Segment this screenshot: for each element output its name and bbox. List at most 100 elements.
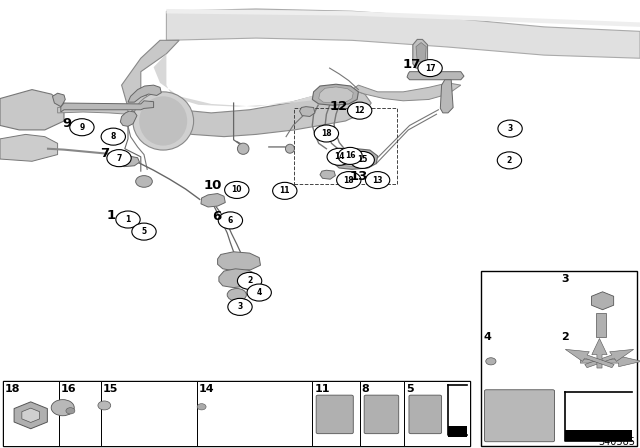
Circle shape <box>116 211 140 228</box>
Circle shape <box>98 401 111 410</box>
Circle shape <box>497 152 522 169</box>
Circle shape <box>327 148 351 165</box>
Text: 11: 11 <box>280 186 290 195</box>
Polygon shape <box>166 9 640 27</box>
Polygon shape <box>319 87 353 103</box>
Text: 4: 4 <box>257 288 262 297</box>
Text: 12: 12 <box>355 106 365 115</box>
Text: 1: 1 <box>125 215 131 224</box>
Polygon shape <box>128 85 161 102</box>
FancyArrow shape <box>592 339 607 368</box>
Text: 14: 14 <box>334 152 344 161</box>
Polygon shape <box>154 54 346 107</box>
Circle shape <box>132 223 156 240</box>
FancyArrow shape <box>565 349 614 368</box>
Circle shape <box>273 182 297 199</box>
Circle shape <box>237 272 262 289</box>
Text: 4: 4 <box>484 332 492 342</box>
Text: 6: 6 <box>212 210 221 223</box>
Circle shape <box>418 60 442 77</box>
Polygon shape <box>320 170 335 179</box>
Circle shape <box>348 102 372 119</box>
FancyBboxPatch shape <box>484 390 555 442</box>
Polygon shape <box>416 43 426 62</box>
Polygon shape <box>352 83 461 101</box>
Polygon shape <box>413 39 428 68</box>
Circle shape <box>197 404 206 410</box>
Ellipse shape <box>227 289 246 301</box>
Ellipse shape <box>285 144 294 153</box>
Text: 9: 9 <box>62 117 71 130</box>
Text: 14: 14 <box>199 384 214 394</box>
Polygon shape <box>122 40 371 137</box>
Text: 340585: 340585 <box>598 437 635 447</box>
Text: 13: 13 <box>372 176 383 185</box>
Polygon shape <box>58 105 128 114</box>
FancyBboxPatch shape <box>316 395 353 434</box>
Circle shape <box>51 400 74 416</box>
Polygon shape <box>0 134 58 161</box>
Polygon shape <box>111 156 140 167</box>
FancyBboxPatch shape <box>596 313 606 337</box>
Polygon shape <box>334 149 378 169</box>
Polygon shape <box>312 84 358 105</box>
Ellipse shape <box>237 143 249 154</box>
Polygon shape <box>166 9 640 58</box>
FancyBboxPatch shape <box>409 395 442 434</box>
Text: 5: 5 <box>406 384 414 394</box>
Text: 17: 17 <box>403 58 421 71</box>
Text: 12: 12 <box>329 100 348 113</box>
Text: 3: 3 <box>562 274 569 284</box>
Polygon shape <box>300 107 315 116</box>
FancyBboxPatch shape <box>364 395 399 434</box>
Circle shape <box>337 172 361 189</box>
Polygon shape <box>201 194 225 207</box>
Text: 15: 15 <box>103 384 118 394</box>
Polygon shape <box>52 93 65 107</box>
Circle shape <box>350 151 374 168</box>
Polygon shape <box>218 252 260 271</box>
Circle shape <box>70 119 94 136</box>
FancyArrow shape <box>580 356 640 366</box>
Polygon shape <box>219 269 258 288</box>
Circle shape <box>136 176 152 187</box>
Text: 8: 8 <box>111 132 116 141</box>
Ellipse shape <box>140 96 187 146</box>
Circle shape <box>486 358 496 365</box>
Polygon shape <box>440 80 453 113</box>
Polygon shape <box>407 72 464 80</box>
Text: 7: 7 <box>116 154 122 163</box>
Text: 8: 8 <box>362 384 369 394</box>
Text: 2: 2 <box>562 332 570 342</box>
FancyBboxPatch shape <box>59 381 101 446</box>
Text: 16: 16 <box>345 151 355 160</box>
Text: 2: 2 <box>507 156 512 165</box>
Circle shape <box>225 181 249 198</box>
Polygon shape <box>120 111 137 126</box>
FancyBboxPatch shape <box>404 381 470 446</box>
Text: 10: 10 <box>232 185 242 194</box>
Circle shape <box>498 120 522 137</box>
Text: 16: 16 <box>61 384 76 394</box>
Polygon shape <box>61 101 154 112</box>
Text: 11: 11 <box>314 384 330 394</box>
Polygon shape <box>339 151 374 167</box>
FancyBboxPatch shape <box>101 381 197 446</box>
Circle shape <box>107 150 131 167</box>
Polygon shape <box>0 90 64 130</box>
Text: 18: 18 <box>4 384 20 394</box>
FancyBboxPatch shape <box>197 381 312 446</box>
FancyArrow shape <box>585 349 634 368</box>
Text: 5: 5 <box>141 227 147 236</box>
Circle shape <box>247 284 271 301</box>
Circle shape <box>338 147 362 164</box>
Circle shape <box>228 298 252 315</box>
FancyBboxPatch shape <box>312 381 360 446</box>
FancyBboxPatch shape <box>360 381 404 446</box>
FancyBboxPatch shape <box>3 381 59 446</box>
Text: 2: 2 <box>247 276 252 285</box>
Text: 18: 18 <box>344 176 354 185</box>
Text: 7: 7 <box>100 147 109 160</box>
Circle shape <box>314 125 339 142</box>
Ellipse shape <box>133 92 194 150</box>
